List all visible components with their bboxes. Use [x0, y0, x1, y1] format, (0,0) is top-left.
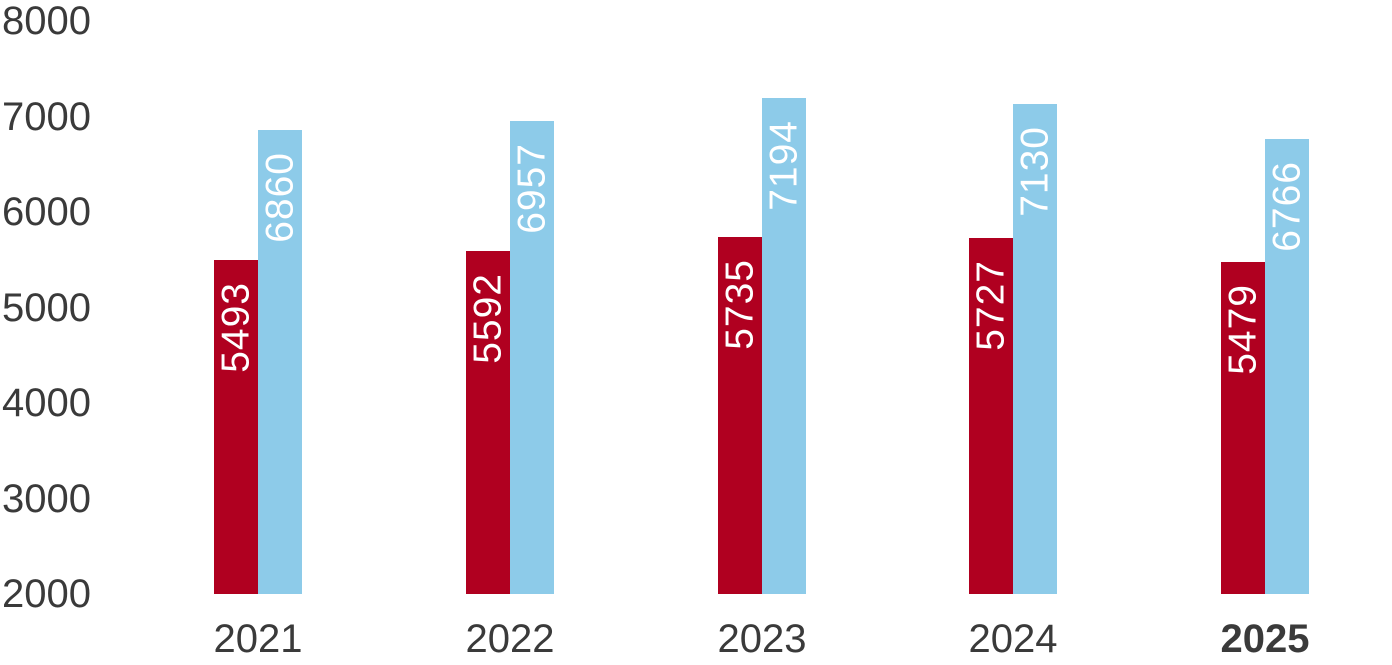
bar-value-label: 5735	[718, 259, 762, 350]
bar-value-label: 7130	[1013, 126, 1057, 217]
y-axis-tick-label: 6000	[2, 190, 91, 234]
bar-value-label: 5493	[214, 282, 258, 373]
bar-blue-series-2024: 7130	[1013, 104, 1057, 594]
x-axis-label-2022: 2022	[465, 617, 555, 661]
bar-value-label: 6766	[1265, 161, 1309, 252]
bar-red-series-2022: 5592	[466, 251, 510, 594]
bar-blue-series-2022: 6957	[510, 121, 554, 594]
y-axis-tick-label: 3000	[2, 477, 91, 521]
bar-red-series-2021: 5493	[214, 260, 258, 594]
x-axis-label-2021: 2021	[213, 617, 303, 661]
bar-blue-series-2023: 7194	[762, 98, 806, 594]
bar-blue-series-2025: 6766	[1265, 139, 1309, 594]
bar-value-label: 5479	[1221, 284, 1265, 375]
x-axis-label-2023: 2023	[717, 617, 807, 661]
bar-value-label: 6957	[510, 143, 554, 234]
y-axis-tick-label: 7000	[2, 95, 91, 139]
bar-value-label: 6860	[258, 152, 302, 243]
bar-value-label: 7194	[762, 120, 806, 211]
y-axis-tick-label: 4000	[2, 381, 91, 425]
bar-red-series-2025: 5479	[1221, 262, 1265, 594]
bar-value-label: 5592	[466, 273, 510, 364]
y-axis-tick-label: 5000	[2, 286, 91, 330]
bar-blue-series-2021: 6860	[258, 130, 302, 594]
bar-red-series-2024: 5727	[969, 238, 1013, 594]
x-axis-label-2024: 2024	[968, 617, 1058, 661]
bar-value-label: 5727	[969, 260, 1013, 351]
y-axis-tick-label: 8000	[2, 0, 91, 43]
y-axis-tick-label: 2000	[2, 572, 91, 616]
bar-red-series-2023: 5735	[718, 237, 762, 594]
x-axis-label-2025: 2025	[1220, 617, 1310, 661]
